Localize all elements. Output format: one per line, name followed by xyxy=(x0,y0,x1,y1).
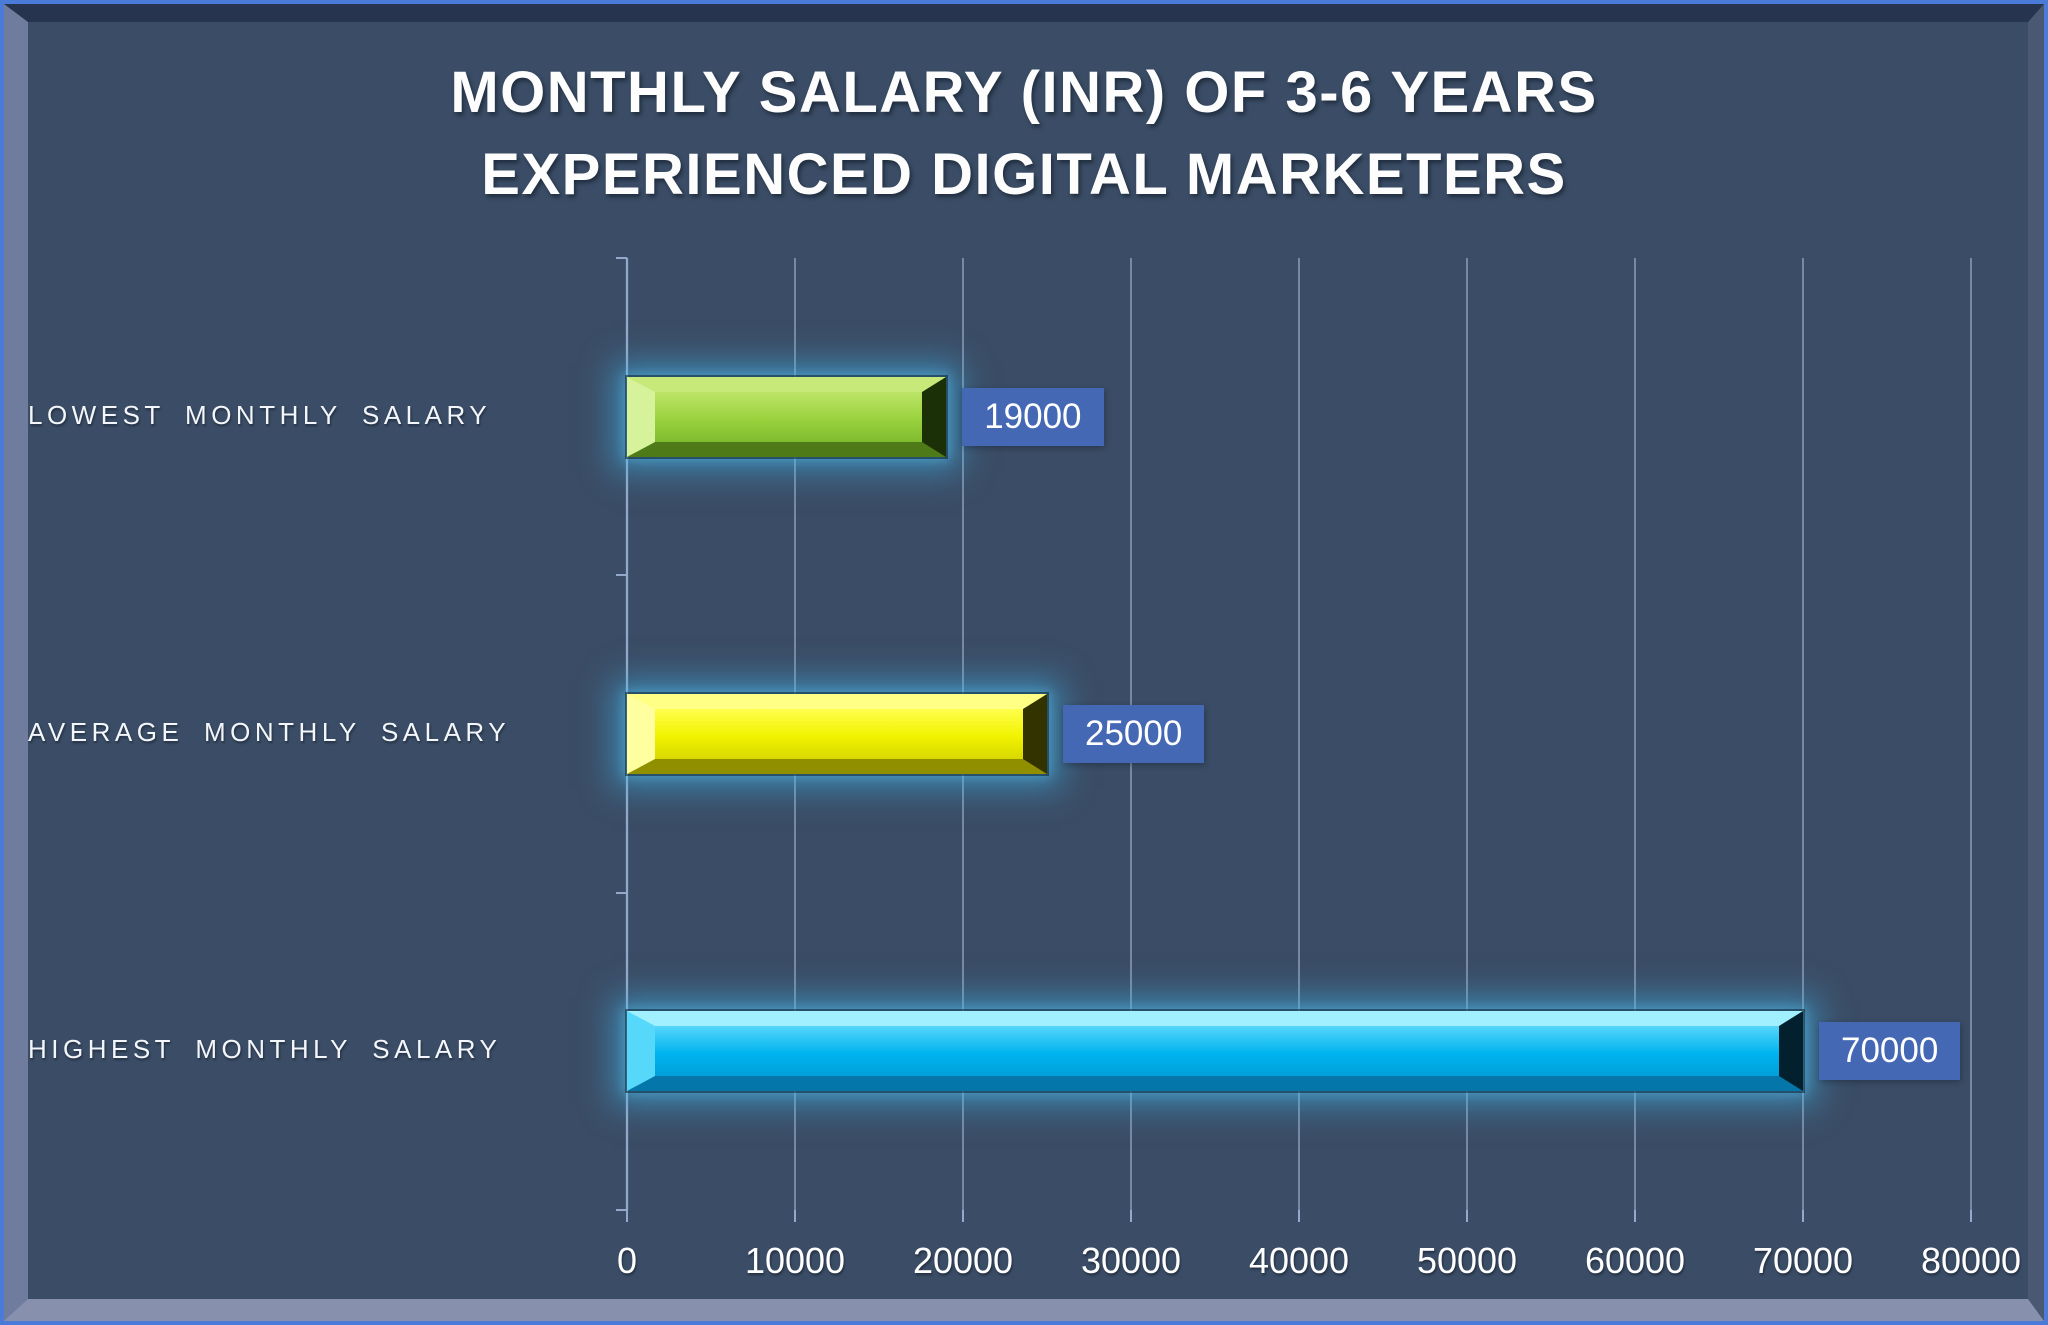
x-axis-tick xyxy=(626,1210,628,1222)
gridline xyxy=(1802,258,1804,1210)
x-axis-tick xyxy=(962,1210,964,1222)
x-tick-label: 0 xyxy=(616,1240,638,1281)
x-tick-label: 60000 xyxy=(1584,1240,1686,1281)
x-tick-label: 50000 xyxy=(1416,1240,1518,1281)
x-axis-tick xyxy=(1970,1210,1972,1222)
gridline xyxy=(1298,258,1300,1210)
category-axis-tick xyxy=(616,574,627,577)
x-tick-label: 20000 xyxy=(912,1240,1014,1281)
x-tick-label: 30000 xyxy=(1080,1240,1182,1281)
x-axis-tick xyxy=(1130,1210,1132,1222)
gridline xyxy=(1970,258,1972,1210)
x-axis-tick xyxy=(1802,1210,1804,1222)
x-tick-label: 80000 xyxy=(1920,1240,2022,1281)
gridline xyxy=(1466,258,1468,1210)
bar-data-label: 19000 xyxy=(962,387,1104,446)
chart-title: MONTHLY SALARY (INR) OF 3-6 YEARS EXPERI… xyxy=(450,60,1598,208)
category-axis-tick xyxy=(616,891,627,894)
category-axis-tick xyxy=(616,257,627,259)
bar-data-label: 70000 xyxy=(1819,1022,1961,1081)
category-label: AVERAGE MONTHLY SALARY xyxy=(28,717,511,747)
x-axis-tick xyxy=(1634,1210,1636,1222)
bar-yellow-green xyxy=(627,376,947,457)
bar-data-label: 25000 xyxy=(1063,705,1205,763)
x-axis-tick xyxy=(1466,1210,1468,1222)
x-axis-tick xyxy=(1298,1210,1300,1222)
gridline xyxy=(1634,258,1636,1210)
category-axis-tick xyxy=(616,1209,627,1211)
x-axis-tick xyxy=(794,1210,796,1222)
x-tick-label: 40000 xyxy=(1248,1240,1350,1281)
x-tick-label: 10000 xyxy=(744,1240,846,1281)
category-label: HIGHEST MONTHLY SALARY xyxy=(28,1034,502,1065)
category-label: LOWEST MONTHLY SALARY xyxy=(28,399,492,430)
bar-yellow xyxy=(627,694,1047,774)
x-tick-label: 70000 xyxy=(1752,1240,1854,1281)
bar-cyan xyxy=(627,1011,1803,1092)
